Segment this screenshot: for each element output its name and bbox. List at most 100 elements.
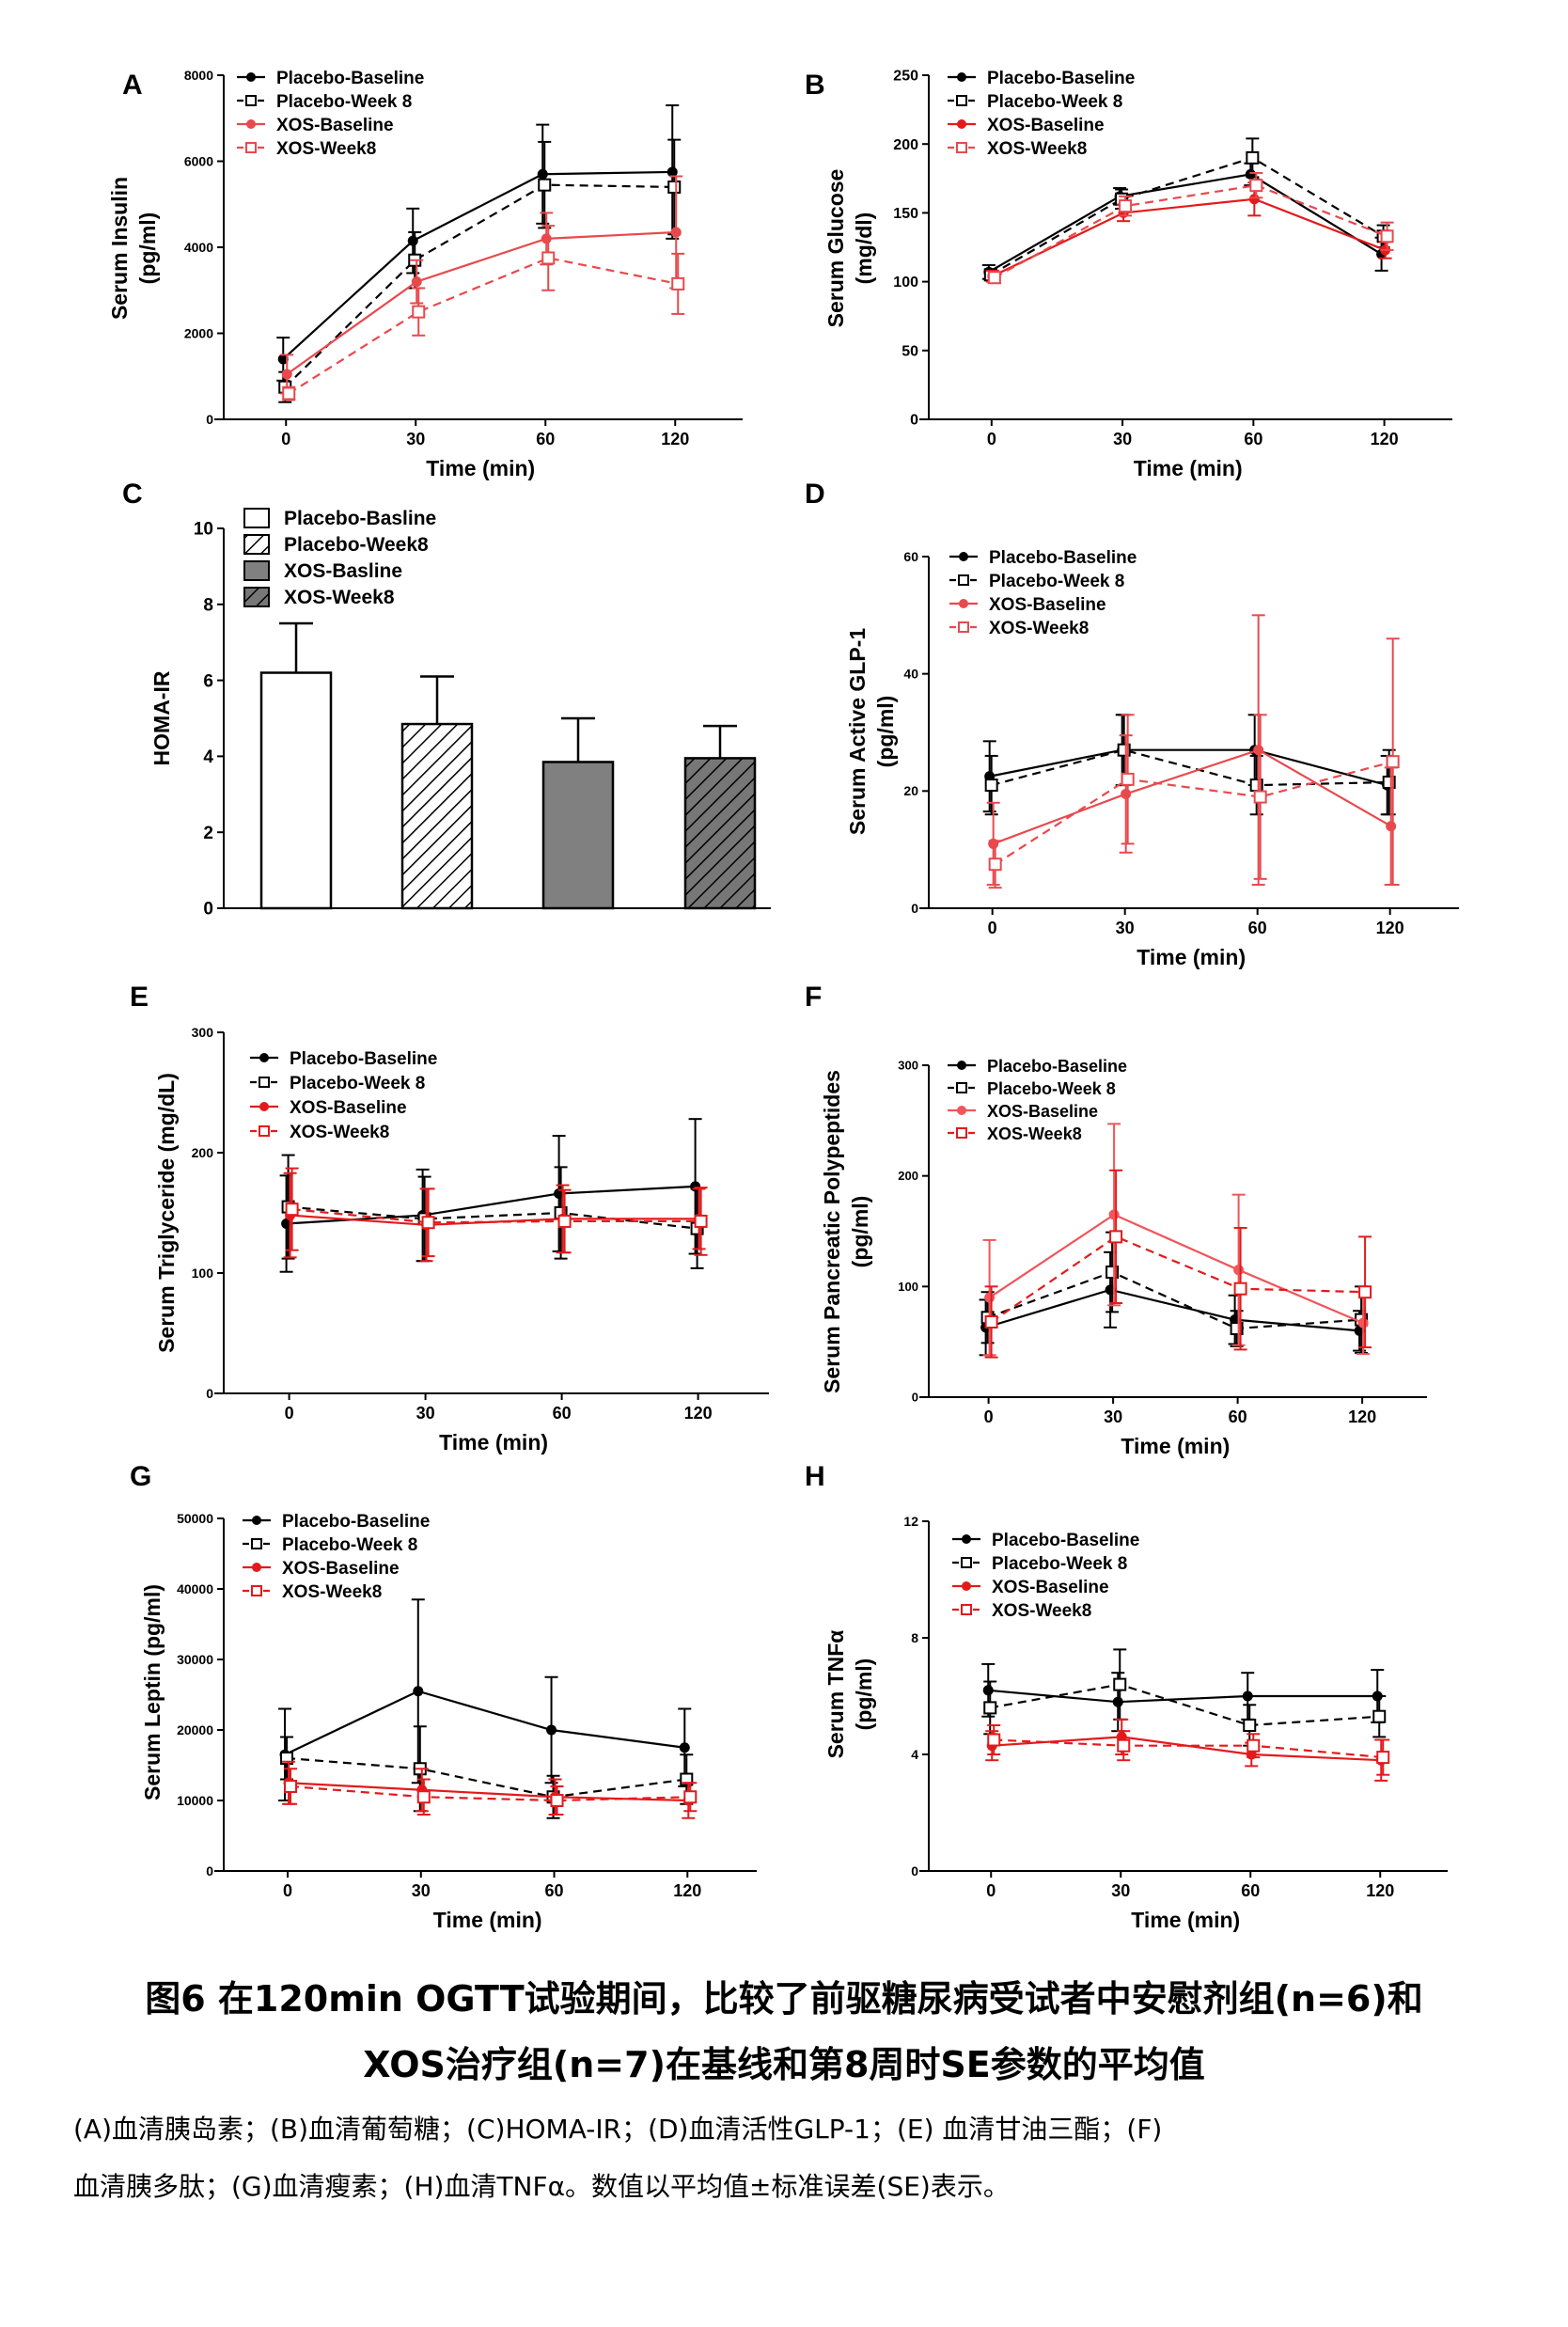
y-tick-label: 300 [898, 1059, 918, 1073]
y-tick-label: 0 [206, 1863, 213, 1879]
data-point [1121, 788, 1132, 799]
data-point [1117, 1738, 1131, 1753]
y-tick-label: 50000 [177, 1511, 213, 1526]
y-tick-label: 12 [903, 1514, 918, 1529]
series-line [286, 230, 677, 375]
legend-label: Placebo-Baseline [987, 1057, 1127, 1076]
x-tick-label: 60 [1229, 1407, 1247, 1426]
series-line [991, 748, 1389, 787]
series-placebo-baseline [979, 1250, 1367, 1357]
y-tick-label: 8 [911, 1630, 918, 1645]
y-tick-label: 0 [912, 1391, 918, 1405]
data-point [1119, 199, 1133, 213]
panel-letter-c: C [122, 479, 143, 510]
y-tick-label: 40000 [177, 1581, 213, 1596]
legend-label: Placebo-Baseline [992, 1531, 1139, 1550]
legend-label: XOS-Baseline [282, 1559, 400, 1579]
x-tick-label: 60 [553, 1404, 572, 1423]
y-axis-label: Serum Insulin [107, 177, 132, 320]
data-point [1242, 1690, 1253, 1702]
legend-marker [956, 142, 967, 153]
y-tick-label: 0 [910, 413, 918, 429]
legend-label: Placebo-Baseline [989, 548, 1137, 568]
data-point [1372, 1709, 1387, 1723]
series-xos-baseline [280, 175, 683, 395]
series-xos-week8 [987, 1724, 1390, 1776]
series-placebo-week-8 [281, 1154, 704, 1269]
series-placebo-week-8 [983, 137, 1390, 282]
y-tick-label: 4 [911, 1747, 918, 1762]
x-tick-label: 60 [1248, 919, 1267, 937]
y-axis-label: Serum Active GLP-1 [845, 628, 870, 835]
data-point [1112, 1696, 1123, 1707]
data-point [550, 1794, 564, 1807]
y-tick-label: 4000 [184, 240, 213, 255]
legend-marker [958, 621, 969, 633]
legend-marker [252, 1516, 261, 1525]
panel-letter-g: G [130, 1461, 151, 1492]
legend-item: XOS-Baseline [949, 595, 1106, 615]
chart-panel-h: H 0 4 8 12 Serum TNFα (pg/ml) 0 30 60 120 Time (min… [805, 1461, 1448, 1932]
legend-item: XOS-Week8 [237, 139, 376, 159]
legend-marker [259, 1053, 269, 1062]
legend-item: XOS-Baseline [250, 1098, 407, 1118]
legend-label: XOS-Week8 [989, 619, 1089, 638]
legend-marker [957, 1106, 966, 1115]
legend-marker [956, 1082, 967, 1093]
data-point [1358, 1285, 1372, 1299]
legend-item: XOS-Week8 [952, 1601, 1091, 1621]
series-placebo-baseline [982, 714, 1394, 816]
legend-label: Placebo-Week8 [284, 534, 429, 556]
series-line [994, 1738, 1384, 1759]
series-line [288, 1205, 698, 1230]
series-xos-baseline [985, 181, 1392, 283]
legend-item: Placebo-Week 8 [948, 92, 1122, 112]
y-tick-label: 10000 [177, 1793, 213, 1808]
legend-item: XOS-Week8 [250, 1123, 389, 1142]
figure-caption-title-line1: 图6 在120min OGTT试验期间，比较了前驱糖尿病受试者中安慰剂组(n=6… [145, 1978, 1423, 2020]
x-tick-label: 120 [1376, 919, 1404, 937]
legend-item: XOS-Week8 [948, 139, 1087, 159]
data-point [1253, 745, 1264, 756]
data-point [411, 276, 422, 288]
x-axis-label: Time (min) [426, 456, 535, 480]
y-axis-label: (mg/dl) [852, 212, 876, 285]
legend-label: Placebo-Baseline [290, 1049, 437, 1069]
series-placebo-baseline [278, 1598, 692, 1801]
data-point [1113, 1677, 1127, 1691]
x-tick-label: 120 [673, 1881, 701, 1900]
legend-item: Placebo-Baseline [952, 1531, 1139, 1550]
x-tick-label: 30 [1111, 1881, 1130, 1900]
legend-swatch [243, 534, 270, 555]
y-tick-label: 20000 [177, 1722, 213, 1737]
series-xos-baseline [985, 1718, 1388, 1782]
data-point [1233, 1281, 1247, 1296]
y-tick-label: 150 [893, 206, 918, 222]
y-tick-label: 4 [203, 747, 213, 767]
y-tick-label: 50 [902, 343, 918, 359]
legend-marker [259, 1102, 269, 1111]
series-line [988, 173, 1383, 274]
data-point [983, 1701, 997, 1715]
series-line [284, 1690, 685, 1756]
y-tick-label: 300 [192, 1025, 214, 1040]
legend-item: XOS-Week8 [948, 1124, 1082, 1143]
series-xos-week8 [988, 637, 1400, 889]
panel-letter-d: D [805, 479, 825, 510]
x-tick-label: 120 [661, 430, 689, 448]
data-point [1357, 1317, 1369, 1329]
panel-letter-h: H [805, 1461, 825, 1492]
legend-label: XOS-Basline [284, 560, 402, 582]
series-line [284, 183, 675, 388]
data-point [671, 276, 685, 291]
data-point [277, 354, 289, 365]
bar [259, 671, 333, 910]
y-tick-label: 200 [192, 1145, 214, 1160]
series-placebo-baseline [981, 162, 1388, 280]
y-tick-label: 200 [893, 137, 918, 153]
data-point [557, 1214, 572, 1228]
y-tick-label: 200 [898, 1169, 918, 1183]
data-point [1380, 229, 1394, 244]
legend-marker [251, 1585, 262, 1596]
